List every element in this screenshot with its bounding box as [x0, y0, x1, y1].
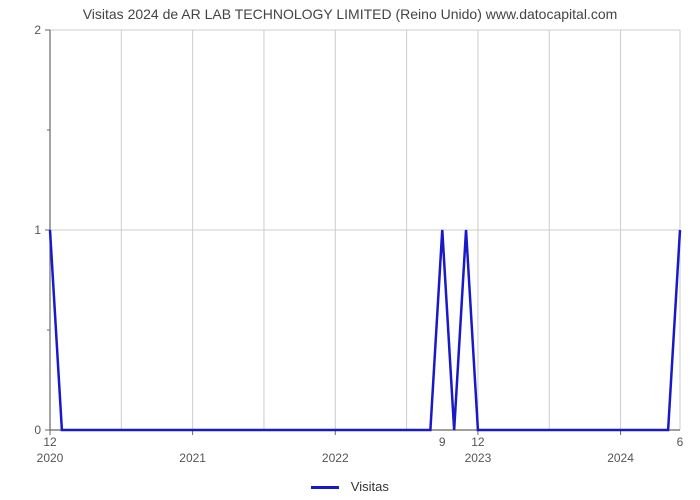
svg-text:2022: 2022 — [322, 451, 349, 465]
svg-text:2: 2 — [34, 23, 41, 37]
legend: Visitas — [0, 479, 700, 494]
svg-text:2023: 2023 — [465, 451, 492, 465]
svg-text:2021: 2021 — [179, 451, 206, 465]
chart-container: { "title": "Visitas 2024 de AR LAB TECHN… — [0, 0, 700, 500]
legend-swatch — [311, 486, 339, 489]
svg-text:9: 9 — [439, 435, 446, 449]
svg-text:2020: 2020 — [37, 451, 64, 465]
svg-text:12: 12 — [43, 435, 57, 449]
legend-label: Visitas — [351, 479, 389, 494]
svg-text:12: 12 — [471, 435, 485, 449]
line-chart: 01212912620202021202220232024 — [0, 0, 700, 500]
svg-text:0: 0 — [34, 423, 41, 437]
svg-text:1: 1 — [34, 223, 41, 237]
svg-text:6: 6 — [677, 435, 684, 449]
svg-text:2024: 2024 — [607, 451, 634, 465]
